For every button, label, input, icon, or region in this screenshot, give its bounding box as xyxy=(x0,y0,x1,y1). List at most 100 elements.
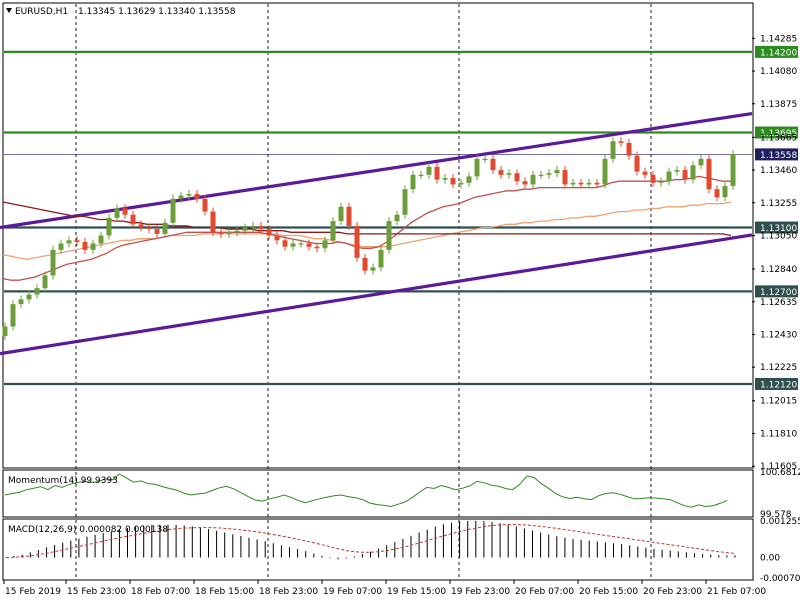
candle-body-10 xyxy=(82,241,88,250)
candle-body-77 xyxy=(618,141,624,143)
momentum-line xyxy=(4,473,728,508)
macd-y-tick-2: -0.000702 xyxy=(760,574,800,584)
candle-body-53 xyxy=(426,166,432,175)
candle-body-19 xyxy=(154,229,160,234)
y-tick-label-12: 1.11810 xyxy=(760,429,797,439)
candle-body-83 xyxy=(666,171,672,182)
candle-body-64 xyxy=(514,173,520,182)
candle-body-3 xyxy=(26,294,32,300)
candle-body-6 xyxy=(50,249,56,276)
candle-body-84 xyxy=(674,170,680,172)
candle-body-26 xyxy=(210,211,216,233)
candle-body-91 xyxy=(730,154,736,187)
candle-body-41 xyxy=(330,221,336,241)
candle-body-36 xyxy=(290,243,296,247)
candle-body-51 xyxy=(410,174,416,190)
candle-body-85 xyxy=(682,170,688,180)
x-tick-label-11: 21 Feb 07:00 xyxy=(707,587,766,597)
y-tick-label-2: 1.13875 xyxy=(760,100,797,110)
candlesticks xyxy=(2,137,736,341)
candle-body-49 xyxy=(394,214,400,222)
x-tick-label-0: 15 Feb 2019 xyxy=(5,587,61,597)
candle-body-52 xyxy=(418,174,424,177)
level-tag-label-3: 1.13100 xyxy=(760,224,797,234)
candle-body-21 xyxy=(170,198,176,223)
x-tick-label-7: 19 Feb 23:00 xyxy=(451,587,510,597)
candle-body-80 xyxy=(642,171,648,175)
macd-y-tick-0: 0.001255 xyxy=(760,517,800,527)
candle-body-30 xyxy=(242,227,248,231)
candle-body-4 xyxy=(34,288,40,295)
y-tick-label-13: 1.11605 xyxy=(760,462,797,472)
y-tick-label-0: 1.14285 xyxy=(760,34,797,44)
candle-body-34 xyxy=(274,235,280,241)
candle-body-13 xyxy=(106,217,112,236)
macd-y-tick-1: 0.00 xyxy=(760,554,780,564)
candle-body-7 xyxy=(58,243,64,250)
candle-body-44 xyxy=(354,225,360,258)
candle-body-37 xyxy=(298,243,304,245)
candle-body-11 xyxy=(90,243,96,250)
candle-body-81 xyxy=(650,174,656,183)
symbol-label: EURUSD,H1 xyxy=(15,7,68,17)
candle-body-40 xyxy=(322,240,328,249)
momentum-y-tick-0: 100.6812 xyxy=(760,468,800,478)
moving-average-line-0 xyxy=(2,201,732,261)
candle-body-78 xyxy=(626,142,632,156)
candle-body-16 xyxy=(130,214,136,225)
candle-body-22 xyxy=(178,195,184,199)
main-chart-frame xyxy=(2,2,754,469)
y-tick-label-7: 1.12840 xyxy=(760,265,797,275)
candle-body-82 xyxy=(658,181,664,183)
candle-body-89 xyxy=(714,189,720,198)
candle-body-48 xyxy=(386,221,392,250)
candle-body-62 xyxy=(498,170,504,175)
price-tags: 1.14200 1.13695 1.13558 1.13100 1.12700 1.121… xyxy=(755,45,798,390)
level-tag-label-0: 1.14200 xyxy=(760,48,797,58)
level-tag-1 xyxy=(755,126,798,139)
candle-body-23 xyxy=(186,193,192,196)
x-tick-label-6: 19 Feb 15:00 xyxy=(387,587,446,597)
trend-line-1 xyxy=(0,233,753,356)
candle-body-75 xyxy=(602,158,608,185)
y-tick-label-3: 1.13665 xyxy=(760,133,797,143)
level-tag-4 xyxy=(755,285,798,298)
candle-body-27 xyxy=(218,232,224,234)
candle-body-12 xyxy=(98,235,104,244)
candle-body-29 xyxy=(234,230,240,233)
y-tick-label-5: 1.13255 xyxy=(760,199,797,209)
candle-body-47 xyxy=(378,249,384,268)
candle-body-79 xyxy=(634,155,640,172)
level-tag-3 xyxy=(755,221,798,234)
candle-body-46 xyxy=(370,267,376,271)
candle-body-28 xyxy=(226,232,232,234)
x-tick-label-2: 18 Feb 07:00 xyxy=(131,587,190,597)
level-tag-label-4: 1.12700 xyxy=(760,288,797,298)
candle-body-73 xyxy=(586,182,592,185)
candle-body-50 xyxy=(402,189,408,215)
candle-body-74 xyxy=(594,182,600,185)
candle-body-59 xyxy=(474,158,480,177)
candle-body-5 xyxy=(42,275,48,289)
candle-body-9 xyxy=(74,240,80,242)
x-tick-label-1: 15 Feb 23:00 xyxy=(67,587,126,597)
y-tick-label-1: 1.14080 xyxy=(760,67,797,77)
collapse-triangle-icon[interactable] xyxy=(6,8,12,13)
candle-body-38 xyxy=(306,243,312,247)
candle-body-86 xyxy=(690,165,696,180)
x-tick-label-3: 18 Feb 15:00 xyxy=(195,587,254,597)
y-tick-label-6: 1.13050 xyxy=(760,232,797,242)
momentum-indicator: 100.6812 99.578 xyxy=(4,468,800,520)
candle-body-43 xyxy=(346,206,352,226)
candle-body-1 xyxy=(10,304,16,327)
candle-body-67 xyxy=(538,174,544,177)
candle-body-72 xyxy=(578,182,584,185)
candle-body-0 xyxy=(2,326,8,337)
candle-body-39 xyxy=(314,246,320,249)
macd-indicator: 0.001255 0.00 -0.000702 xyxy=(5,517,800,584)
moving-averages xyxy=(2,175,732,281)
candle-body-24 xyxy=(194,193,200,199)
y-tick-label-10: 1.12225 xyxy=(760,363,797,373)
level-tag-label-2: 1.13558 xyxy=(760,151,797,161)
